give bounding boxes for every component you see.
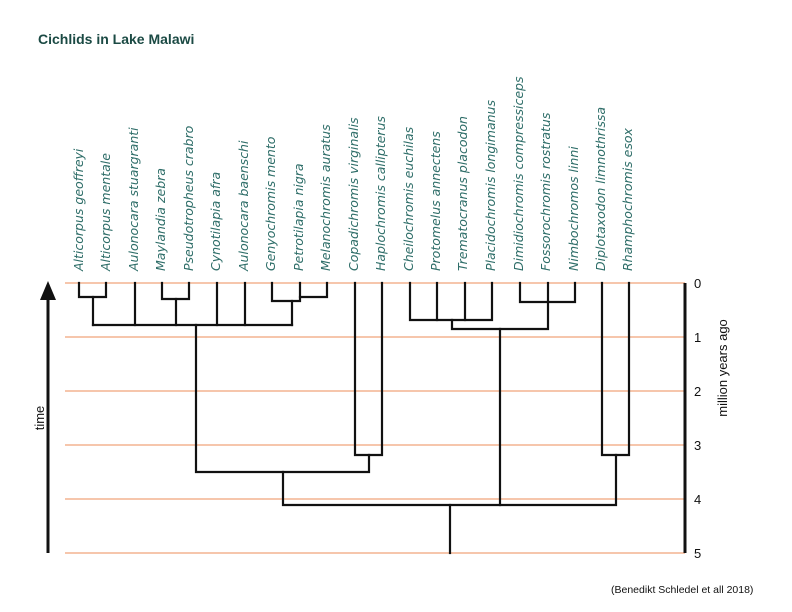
- source-credit: (Benedikt Schledel et all 2018): [611, 584, 754, 596]
- time-label: time: [32, 406, 47, 431]
- taxon-label: Protomelus annectens: [428, 131, 443, 271]
- branch: [298, 281, 329, 299]
- axis-tick-label: 1: [694, 330, 701, 345]
- branch: [270, 281, 302, 303]
- taxon-label: Placidochromis longimanus: [483, 100, 498, 271]
- taxon-label: Cheilochromis euchilas: [401, 126, 416, 271]
- taxon-label: Diplotaxodon limnothrissa: [593, 107, 608, 271]
- axis-tick-label: 2: [694, 384, 701, 399]
- tree-branches: [77, 281, 631, 555]
- taxon-label: Alticorpus geoffreyi: [71, 148, 86, 272]
- taxon-label: Fossorochromis rostratus: [538, 112, 553, 271]
- figure-title: Cichlids in Lake Malawi: [38, 31, 195, 47]
- taxon-label: Aulonocara baenschi: [236, 140, 251, 272]
- axis-tick-label: 0: [694, 276, 701, 291]
- branch: [77, 281, 108, 299]
- taxon-label: Alticorpus mentale: [98, 153, 113, 272]
- branch: [194, 323, 371, 474]
- taxon-label: Melanochromis auratus: [318, 124, 333, 271]
- axis-ticks: 0 1 2 3 4 5: [694, 276, 701, 561]
- taxon-label: Maylandia zebra: [153, 168, 168, 271]
- taxon-label: Dimidiochromis compressiceps: [511, 76, 526, 271]
- taxon-label: Genyochromis mento: [263, 136, 278, 271]
- taxon-label: Pseudotropheus crabro: [181, 125, 196, 271]
- axis-title: million years ago: [715, 319, 730, 417]
- branch: [600, 281, 631, 457]
- time-gridlines: [65, 282, 685, 554]
- taxon-label: Aulonocara stuargranti: [126, 127, 141, 272]
- branch: [160, 281, 191, 301]
- taxon-label: Haplochromis callipterus: [373, 116, 388, 271]
- taxon-label: Cynotilapia afra: [208, 172, 223, 271]
- axis-tick-label: 5: [694, 546, 701, 561]
- axis-tick-label: 3: [694, 438, 701, 453]
- time-arrow-head-icon: [40, 281, 56, 300]
- taxon-label: Trematocranus placodon: [455, 116, 470, 271]
- taxon-label: Copadichromis virginalis: [346, 117, 361, 271]
- branch: [408, 281, 494, 322]
- axis-tick-label: 4: [694, 492, 701, 507]
- branch: [353, 281, 384, 457]
- taxon-label: Rhamphochromis esox: [620, 127, 635, 271]
- taxon-label: Nimbochromos linni: [566, 146, 581, 271]
- branch: [450, 300, 550, 331]
- taxon-labels: Alticorpus geoffreyi Alticorpus mentale …: [71, 76, 635, 272]
- taxon-label: Petrotilapia nigra: [291, 163, 306, 271]
- branch: [281, 453, 618, 507]
